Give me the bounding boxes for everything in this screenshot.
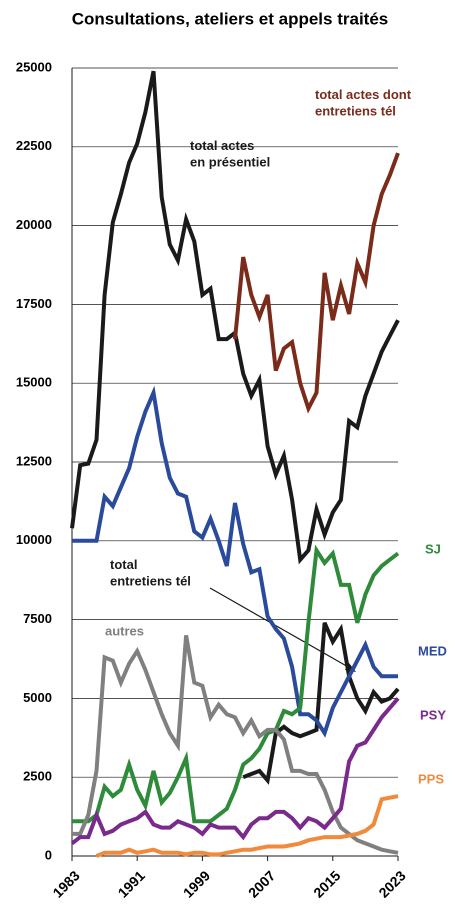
x-tick-label: 2007 — [245, 867, 278, 900]
series-line — [233, 152, 400, 414]
series-line — [95, 794, 399, 858]
x-tick-label: 1991 — [115, 867, 148, 900]
grid — [72, 67, 398, 857]
chart-title: Consultations, ateliers et appels traité… — [72, 9, 388, 28]
series-line — [72, 635, 399, 855]
y-tick-label: 25000 — [16, 59, 52, 74]
y-tick-label: 17500 — [16, 296, 52, 311]
y-tick-label: 2500 — [23, 769, 52, 784]
y-tick-label: 15000 — [16, 375, 52, 390]
series-line — [242, 622, 400, 785]
x-tick-label: 2015 — [310, 867, 343, 900]
series-label: PPS — [418, 771, 444, 786]
y-tick-label: 20000 — [16, 217, 52, 232]
series-label: total actes en présentiel — [190, 138, 270, 169]
y-tick-label: 10000 — [16, 532, 52, 547]
series-label: PSY — [420, 707, 446, 722]
series-label: MED — [418, 643, 447, 658]
series-line — [72, 544, 400, 824]
y-tick-label: 22500 — [16, 138, 52, 153]
annotation-arrow — [209, 587, 351, 669]
series-line — [72, 385, 398, 738]
series-label: total entretiens tél — [110, 557, 191, 588]
series-label: autres — [105, 623, 144, 638]
y-tick-label: 7500 — [23, 611, 52, 626]
y-tick-label: 0 — [45, 847, 52, 862]
series-line — [70, 697, 400, 845]
series-label: total actes dont entretiens tél — [315, 87, 412, 118]
y-tick-label: 5000 — [23, 690, 52, 705]
x-tick-label: 1999 — [180, 867, 213, 900]
series-label: SJ — [425, 541, 441, 556]
y-tick-label: 12500 — [16, 453, 52, 468]
x-tick-label: 1983 — [49, 867, 82, 900]
x-tick-label: 2023 — [375, 867, 408, 900]
